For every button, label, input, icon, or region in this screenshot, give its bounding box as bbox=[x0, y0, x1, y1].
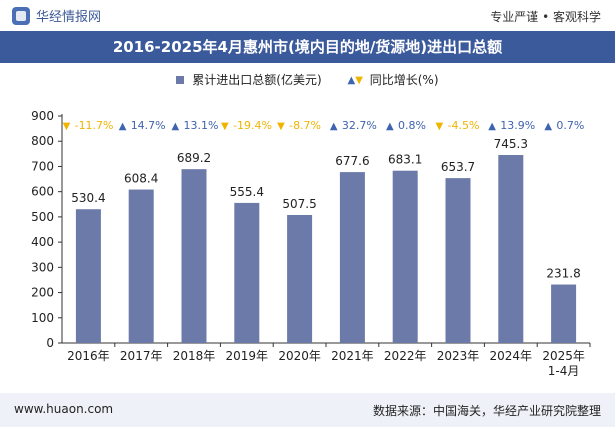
x-tick-label: 2017年 bbox=[120, 349, 163, 363]
x-tick-label: 2018年 bbox=[173, 349, 216, 363]
brand-name: 华经情报网 bbox=[36, 10, 102, 25]
growth-label: 13.1% bbox=[184, 119, 219, 132]
growth-label: 13.9% bbox=[500, 119, 535, 132]
chart-title: 2016-2025年4月惠州市(境内目的地/货源地)进出口总额 bbox=[112, 38, 503, 56]
y-tick-label: 600 bbox=[31, 185, 54, 199]
growth-label: -8.7% bbox=[289, 119, 321, 132]
brand-logo[interactable]: 华经情报网 bbox=[12, 6, 101, 25]
growth-down-triangle-icon: ▼ bbox=[436, 121, 444, 132]
growth-label: -11.7% bbox=[75, 119, 114, 132]
bar bbox=[445, 178, 471, 343]
footer-bar: www.huaon.com 数据来源：中国海关，华经产业研究院整理 bbox=[0, 393, 615, 427]
bar-value-label: 745.3 bbox=[494, 137, 528, 151]
bar-value-label: 653.7 bbox=[441, 160, 475, 174]
growth-label: 32.7% bbox=[342, 119, 377, 132]
top-bar: 华经情报网 专业严谨 • 客观科学 bbox=[0, 0, 615, 30]
footer-source: 数据来源：中国海关，华经产业研究院整理 bbox=[372, 404, 601, 418]
bar-value-label: 507.5 bbox=[282, 197, 316, 211]
footer-website[interactable]: www.huaon.com bbox=[14, 402, 114, 416]
bar bbox=[234, 202, 260, 343]
y-tick-label: 0 bbox=[46, 336, 54, 350]
x-tick-label: 1-4月 bbox=[548, 364, 580, 378]
legend-down-triangle-icon: ▼ bbox=[355, 74, 363, 86]
bar bbox=[128, 189, 154, 343]
bar-value-label: 530.4 bbox=[71, 191, 105, 205]
bar bbox=[498, 155, 524, 343]
x-tick-label: 2025年 bbox=[542, 349, 585, 363]
x-tick-label: 2024年 bbox=[490, 349, 533, 363]
growth-up-triangle-icon: ▲ bbox=[119, 121, 127, 132]
slogan: 专业严谨 • 客观科学 bbox=[490, 10, 601, 24]
bar-value-label: 683.1 bbox=[388, 153, 422, 167]
x-tick-label: 2023年 bbox=[437, 349, 480, 363]
bar-value-label: 608.4 bbox=[124, 172, 158, 186]
bar-value-label: 677.6 bbox=[335, 154, 369, 168]
legend-up-triangle-icon: ▲ bbox=[347, 74, 356, 86]
y-tick-label: 200 bbox=[31, 286, 54, 300]
y-tick-label: 900 bbox=[31, 109, 54, 123]
title-band: 2016-2025年4月惠州市(境内目的地/货源地)进出口总额 bbox=[0, 31, 615, 63]
growth-down-triangle-icon: ▼ bbox=[63, 121, 71, 132]
x-tick-label: 2019年 bbox=[226, 349, 269, 363]
legend-bar-swatch bbox=[176, 75, 185, 84]
bar bbox=[551, 284, 577, 343]
y-tick-label: 400 bbox=[31, 235, 54, 249]
growth-label: 0.8% bbox=[398, 119, 426, 132]
bar bbox=[75, 209, 101, 343]
growth-up-triangle-icon: ▲ bbox=[544, 121, 552, 132]
y-tick-label: 800 bbox=[31, 134, 54, 148]
x-tick-label: 2022年 bbox=[384, 349, 427, 363]
growth-label: 14.7% bbox=[131, 119, 166, 132]
growth-up-triangle-icon: ▲ bbox=[488, 121, 496, 132]
y-tick-label: 700 bbox=[31, 159, 54, 173]
bar-value-label: 555.4 bbox=[230, 185, 264, 199]
x-tick-label: 2021年 bbox=[331, 349, 374, 363]
growth-label: -4.5% bbox=[448, 119, 480, 132]
x-tick-label: 2020年 bbox=[278, 349, 321, 363]
growth-down-triangle-icon: ▼ bbox=[221, 121, 229, 132]
growth-label: -19.4% bbox=[233, 119, 272, 132]
growth-up-triangle-icon: ▲ bbox=[172, 121, 180, 132]
legend-series1-label: 累计进出口总额(亿美元) bbox=[192, 73, 322, 87]
y-tick-label: 500 bbox=[31, 210, 54, 224]
growth-up-triangle-icon: ▲ bbox=[386, 121, 394, 132]
bar bbox=[339, 172, 365, 343]
chart-legend: 累计进出口总额(亿美元) ▲▼ 同比增长(%) bbox=[0, 71, 615, 89]
x-tick-label: 2016年 bbox=[67, 349, 110, 363]
bar-value-label: 689.2 bbox=[177, 151, 211, 165]
bar-value-label: 231.8 bbox=[546, 267, 580, 281]
y-tick-label: 300 bbox=[31, 260, 54, 274]
bar bbox=[392, 170, 418, 343]
legend-series2-label: 同比增长(%) bbox=[369, 73, 439, 87]
growth-down-triangle-icon: ▼ bbox=[277, 121, 285, 132]
growth-up-triangle-icon: ▲ bbox=[330, 121, 338, 132]
bar bbox=[181, 169, 207, 343]
legend-growth-markers: ▲▼ bbox=[348, 73, 366, 87]
growth-label: 0.7% bbox=[556, 119, 584, 132]
brand-logo-icon bbox=[12, 6, 30, 25]
y-tick-label: 100 bbox=[31, 311, 54, 325]
bar bbox=[287, 214, 313, 343]
